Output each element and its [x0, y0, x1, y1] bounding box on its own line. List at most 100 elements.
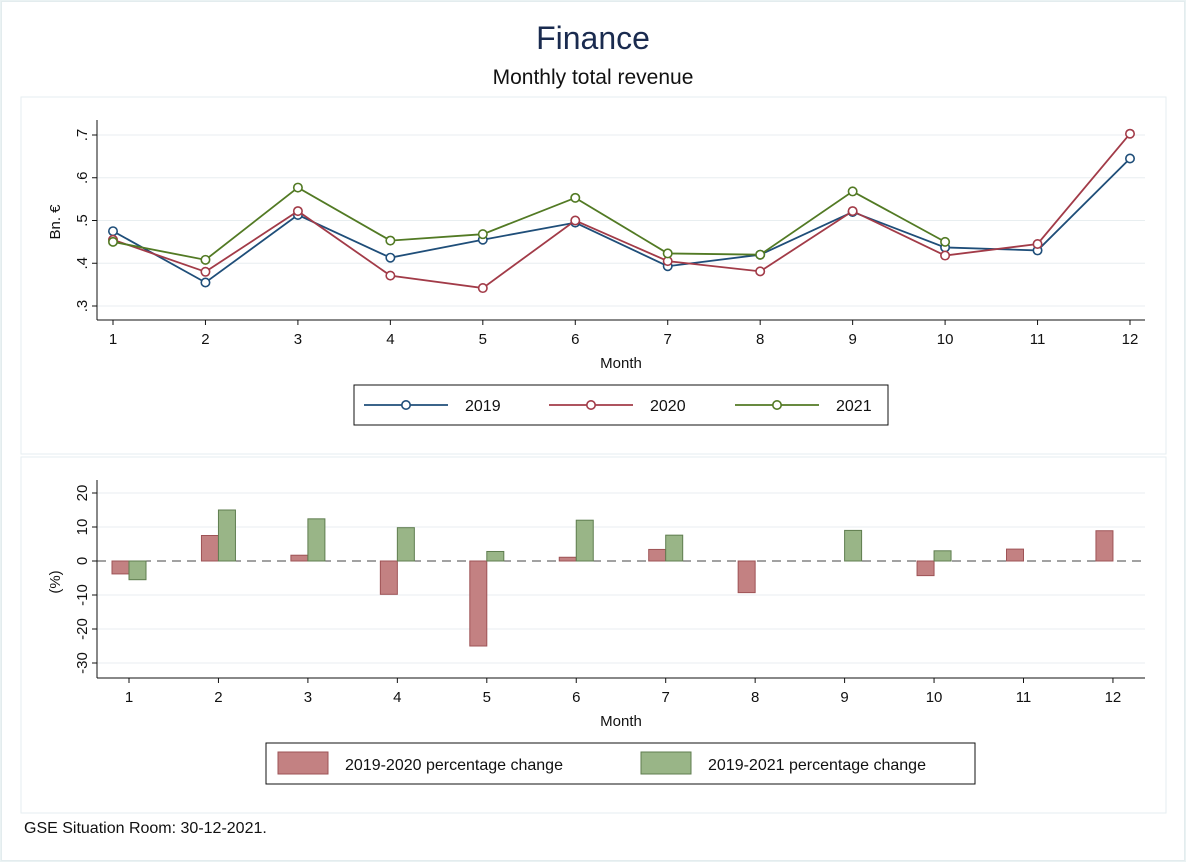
bar-y-tick-label: -30	[74, 652, 91, 674]
line-point-2021	[755, 249, 766, 260]
line-point-2019	[200, 277, 211, 288]
bar-x-tick-label: 10	[926, 689, 943, 706]
line-point-2019	[108, 226, 119, 237]
line-series-2019	[112, 157, 1131, 284]
bar-2019-2020	[558, 556, 577, 562]
bar-2019-2021	[128, 560, 147, 581]
line-y-tick-label: .3	[74, 300, 91, 313]
bar-2019-2021	[575, 519, 594, 562]
bar-2019-2020	[290, 554, 309, 562]
line-point-2021	[477, 229, 488, 240]
bar-y-tick-label: 20	[74, 485, 91, 502]
line-y-tick-label: .6	[74, 171, 91, 184]
line-x-tick-label: 6	[571, 331, 579, 348]
bar-x-tick-label: 3	[304, 689, 312, 706]
bar-legend-box	[265, 742, 976, 785]
line-x-tick-label: 3	[294, 331, 302, 348]
line-legend: 2019 2020 2021	[353, 384, 889, 426]
bar-y-axis-label: (%)	[47, 570, 64, 593]
line-point-2021	[570, 192, 581, 203]
bar-2019-2020	[379, 560, 398, 595]
bar-x-tick-label: 1	[125, 689, 133, 706]
line-x-tick-label: 7	[664, 331, 672, 348]
line-point-2020	[1125, 128, 1136, 139]
bar-2019-2020	[1095, 530, 1114, 562]
line-legend-label-2019: 2019	[465, 398, 501, 415]
line-x-tick-label: 5	[479, 331, 487, 348]
line-point-2020	[385, 270, 396, 281]
bar-2019-2021	[307, 518, 326, 562]
line-x-tick-label: 11	[1030, 331, 1046, 348]
line-x-axis-label: Month	[600, 355, 642, 372]
line-y-tick-label: .4	[74, 257, 91, 270]
chart-title: Finance	[536, 20, 650, 56]
line-x-tick-label: 9	[848, 331, 856, 348]
line-x-tick-label: 4	[386, 331, 394, 348]
line-legend-marker-2021	[771, 399, 782, 410]
line-point-2020	[847, 206, 858, 217]
bar-legend: 2019-2020 percentage change 2019-2021 per…	[265, 742, 976, 785]
bar-2019-2020	[111, 560, 130, 575]
bar-x-tick-label: 4	[393, 689, 401, 706]
line-x-tick-label: 2	[201, 331, 209, 348]
line-point-2020	[755, 266, 766, 277]
line-point-2021	[847, 186, 858, 197]
line-legend-marker-2020	[585, 399, 596, 410]
bar-x-axis-label: Month	[600, 713, 642, 730]
line-x-tick-label: 1	[109, 331, 117, 348]
bar-y-tick-label: 10	[74, 519, 91, 536]
line-legend-marker-2019	[400, 399, 411, 410]
line-point-2020	[477, 283, 488, 294]
line-series-2021	[112, 186, 946, 261]
bar-2019-2021	[217, 509, 236, 562]
bar-2019-2021	[844, 529, 863, 562]
bar-y-tick-label: 0	[74, 557, 91, 565]
line-x-tick-label: 12	[1122, 331, 1139, 348]
source-note: GSE Situation Room: 30-12-2021.	[24, 820, 267, 837]
bar-x-tick-label: 2	[214, 689, 222, 706]
line-legend-label-2020: 2020	[650, 398, 686, 415]
line-point-2019	[1125, 153, 1136, 164]
line-y-tick-label: .5	[74, 214, 91, 227]
bar-legend-label: 2019-2021 percentage change	[708, 757, 926, 774]
line-x-tick-label: 10	[937, 331, 954, 348]
line-series-2020	[112, 133, 1131, 289]
bar-x-tick-label: 6	[572, 689, 580, 706]
line-point-2021	[292, 182, 303, 193]
bar-2019-2020	[916, 560, 935, 577]
line-point-2021	[108, 236, 119, 247]
bar-x-tick-label: 12	[1105, 689, 1122, 706]
bar-2019-2021	[486, 550, 505, 562]
bar-2019-2020	[469, 560, 488, 647]
bar-legend-swatch	[640, 751, 692, 775]
line-point-2020	[292, 206, 303, 217]
bar-legend-label: 2019-2020 percentage change	[345, 757, 563, 774]
line-point-2019	[385, 252, 396, 263]
line-point-2021	[940, 236, 951, 247]
bar-x-tick-label: 11	[1016, 689, 1032, 706]
line-point-2020	[200, 266, 211, 277]
bar-2019-2020	[1006, 548, 1024, 562]
bar-x-tick-label: 8	[751, 689, 759, 706]
chart-subtitle: Monthly total revenue	[492, 66, 694, 89]
line-point-2021	[662, 248, 673, 259]
bar-y-tick-label: -10	[74, 584, 91, 606]
line-x-tick-label: 8	[756, 331, 764, 348]
bar-2019-2020	[648, 548, 667, 562]
bar-2019-2020	[200, 535, 219, 562]
bar-x-tick-label: 5	[483, 689, 491, 706]
line-legend-label-2021: 2021	[836, 398, 872, 415]
bar-legend-swatch	[277, 751, 329, 775]
bar-x-tick-label: 9	[840, 689, 848, 706]
bar-2019-2020	[737, 560, 756, 594]
line-point-2021	[385, 235, 396, 246]
bar-2019-2021	[396, 527, 415, 562]
line-y-axis-label: Bn. €	[47, 204, 64, 240]
line-point-2020	[570, 215, 581, 226]
line-y-tick-label: .7	[74, 129, 91, 142]
bar-y-tick-label: -20	[74, 618, 91, 640]
bar-2019-2021	[933, 550, 952, 562]
line-point-2020	[1032, 239, 1043, 250]
